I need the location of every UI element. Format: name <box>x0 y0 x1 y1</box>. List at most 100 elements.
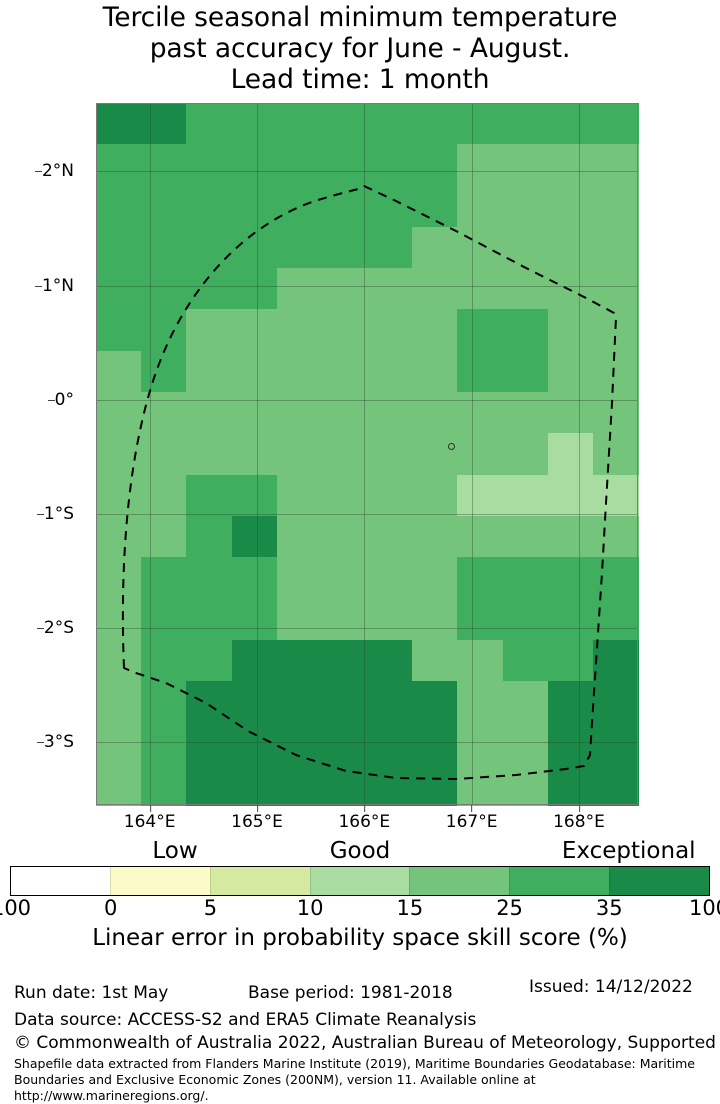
heatmap-cell <box>457 557 504 600</box>
heatmap-cell <box>141 763 187 806</box>
heatmap-cell <box>412 433 458 476</box>
heatmap-cell <box>457 103 504 145</box>
heatmap-cell <box>321 681 368 723</box>
heatmap-cell <box>96 639 142 682</box>
heatmap-cell <box>592 515 639 558</box>
colorbar-axis-label: Linear error in probability space skill … <box>92 925 628 951</box>
heatmap-cell <box>457 433 504 476</box>
x-axis-tick-mark <box>578 805 580 812</box>
colorbar-tick-label: 5 <box>203 896 218 920</box>
heatmap-cell <box>96 474 142 517</box>
heatmap-cell <box>141 268 187 311</box>
heatmap-cell <box>321 309 368 352</box>
heatmap-cell <box>186 309 233 352</box>
colorbar-segment <box>11 867 110 895</box>
heatmap-cell <box>321 226 368 269</box>
heatmap-cell <box>547 103 594 145</box>
heatmap-cell <box>547 226 594 269</box>
heatmap-cell <box>231 515 278 558</box>
heatmap-cell <box>276 681 323 723</box>
heatmap-cell <box>502 144 549 187</box>
colorbar-quality-labels: Low Good Exceptional <box>0 838 720 866</box>
heatmap-cell <box>457 598 504 641</box>
heatmap-cell <box>367 639 413 682</box>
y-axis-tick-label: 1°S <box>36 504 74 524</box>
y-axis-tick-label: 2°S <box>36 618 74 638</box>
colorbar-segment <box>309 867 410 895</box>
colorbar-segment <box>509 867 610 895</box>
heatmap-cell <box>276 144 323 187</box>
heatmap-cell <box>276 763 323 806</box>
heatmap-cell <box>547 639 594 682</box>
heatmap-cell <box>186 515 233 558</box>
heatmap-cell <box>367 309 413 352</box>
heatmap-cell <box>186 103 233 145</box>
heatmap-cell <box>367 722 413 765</box>
data-source: Data source: ACCESS-S2 and ERA5 Climate … <box>14 1010 477 1030</box>
heatmap-cell <box>141 309 187 352</box>
heatmap-cell <box>412 226 458 269</box>
colorbar-tick-label: 0 <box>104 896 118 920</box>
heatmap-cell <box>186 144 233 187</box>
eez-boundary <box>121 185 617 780</box>
y-axis-tick-mark <box>34 285 42 287</box>
heatmap-cell <box>141 226 187 269</box>
heatmap-cell <box>457 681 504 723</box>
heatmap-cell <box>276 639 323 682</box>
heatmap-cell <box>412 144 458 187</box>
heatmap-cell <box>502 557 549 600</box>
heatmap-cell <box>457 350 504 393</box>
heatmap-cell <box>502 681 549 723</box>
heatmap-cell <box>367 515 413 558</box>
heatmap-cell <box>367 226 413 269</box>
heatmap-cell <box>231 268 278 311</box>
heatmap-cell <box>412 515 458 558</box>
x-axis-tick-mark <box>471 805 473 812</box>
copyright-notice: © Commonwealth of Australia 2022, Austra… <box>14 1033 720 1053</box>
heatmap-cell <box>186 268 233 311</box>
colorbar-tick-label: 25 <box>496 896 523 920</box>
heatmap-cell <box>141 392 187 434</box>
heatmap-cell <box>276 185 323 228</box>
title-line-2: past accuracy for June - August. <box>149 33 571 64</box>
x-axis-tick-label: 166°E <box>338 805 390 832</box>
heatmap-cell <box>367 185 413 228</box>
heatmap-cell <box>547 185 594 228</box>
heatmap-cell <box>96 350 142 393</box>
colorbar-quality-label: Low <box>152 838 198 864</box>
heatmap-cell <box>412 639 458 682</box>
heatmap-cell <box>367 763 413 806</box>
heatmap-cell <box>502 639 549 682</box>
heatmap-cell <box>547 350 594 393</box>
heatmap-cell <box>502 309 549 352</box>
heatmap-cell <box>141 557 187 600</box>
page-title: Tercile seasonal minimum temperature pas… <box>0 2 720 95</box>
colorbar-tick-label: 15 <box>396 896 424 920</box>
heatmap-cell <box>96 185 142 228</box>
heatmap-cell <box>457 226 504 269</box>
heatmap-cell <box>321 433 368 476</box>
x-axis-tick-label: 167°E <box>446 805 497 832</box>
heatmap-cell <box>412 557 458 600</box>
x-axis-tick-label: 164°E <box>124 805 176 832</box>
heatmap-cell <box>457 185 504 228</box>
heatmap-cell <box>186 433 233 476</box>
run-date: Run date: 1st May <box>14 983 169 1003</box>
heatmap-cell <box>502 515 549 558</box>
y-axis-tick-mark <box>34 171 42 173</box>
heatmap-cell <box>276 268 323 311</box>
heatmap-cell <box>141 722 187 765</box>
heatmap-cell <box>412 474 458 517</box>
heatmap-cell <box>96 144 142 187</box>
colorbar <box>10 866 710 896</box>
heatmap-cell <box>321 722 368 765</box>
x-axis-tick-mark <box>364 805 366 812</box>
heatmap-cell <box>231 598 278 641</box>
heatmap-cell <box>367 268 413 311</box>
heatmap-cell <box>231 103 278 145</box>
heatmap-cell <box>592 474 639 517</box>
heatmap-cell <box>141 433 187 476</box>
x-axis-tick-mark <box>256 805 258 812</box>
heatmap-cell <box>96 392 142 434</box>
heatmap-cell <box>141 474 187 517</box>
